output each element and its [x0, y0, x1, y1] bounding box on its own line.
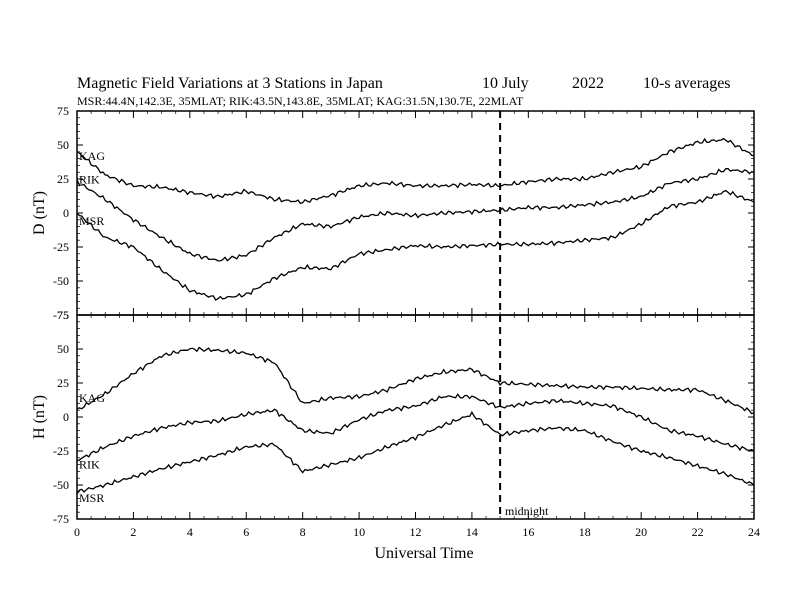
- y-tick-label: -75: [53, 308, 69, 322]
- x-axis-label: Universal Time: [374, 545, 473, 562]
- panel-d-ylabel: D (nT): [31, 191, 48, 235]
- y-tick-label: -50: [53, 274, 69, 288]
- series-label-d-kag: KAG: [79, 149, 105, 163]
- midnight-label: midnight: [505, 504, 549, 518]
- series-label-d-rik: RIK: [79, 173, 100, 187]
- x-tick-label: 22: [692, 525, 704, 539]
- y-tick-label: 75: [57, 104, 69, 118]
- y-tick-label: -75: [53, 512, 69, 526]
- y-tick-label: 25: [57, 376, 69, 390]
- chart-subtitle: MSR:44.4N,142.3E, 35MLAT; RIK:43.5N,143.…: [77, 94, 524, 108]
- x-tick-label: 8: [300, 525, 306, 539]
- series-label-h-rik: RIK: [79, 458, 100, 472]
- series-line-d-rik: [76, 168, 755, 262]
- panel-h-frame: [76, 314, 755, 520]
- y-tick-label: 0: [63, 410, 69, 424]
- x-tick-label: 4: [187, 525, 193, 539]
- y-tick-label: -50: [53, 478, 69, 492]
- series-line-h-kag: [76, 346, 755, 415]
- x-tick-label: 16: [522, 525, 534, 539]
- y-tick-label: 0: [63, 206, 69, 220]
- y-tick-label: -25: [53, 444, 69, 458]
- chart-marks: 75 50 25 0 -25 -50 -75 KAG RIK MSR 75 50 25 0 -25 -50 -7…: [53, 104, 760, 539]
- y-tick-label: 75: [57, 308, 69, 322]
- series-label-d-msr: MSR: [79, 214, 104, 228]
- x-tick-label: 10: [353, 525, 365, 539]
- panel-h-ylabel: H (nT): [31, 395, 48, 439]
- x-tick-label: 12: [410, 525, 422, 539]
- y-tick-label: 50: [57, 342, 69, 356]
- chart-year: 2022: [572, 75, 604, 92]
- x-tick-label: 2: [130, 525, 136, 539]
- x-tick-label: 14: [466, 525, 478, 539]
- series-line-d-kag: [76, 137, 755, 205]
- x-tick-label: 20: [635, 525, 647, 539]
- series-line-h-rik: [76, 393, 755, 462]
- y-tick-label: 25: [57, 172, 69, 186]
- chart-title: Magnetic Field Variations at 3 Stations …: [77, 75, 383, 92]
- x-tick-label: 24: [748, 525, 760, 539]
- series-label-h-kag: KAG: [79, 391, 105, 405]
- series-label-h-msr: MSR: [79, 491, 104, 505]
- y-tick-label: -25: [53, 240, 69, 254]
- x-tick-label: 18: [579, 525, 591, 539]
- series-line-h-msr: [76, 410, 755, 495]
- chart-date: 10 July: [482, 75, 529, 92]
- x-tick-label: 6: [243, 525, 249, 539]
- y-tick-label: 50: [57, 138, 69, 152]
- x-tick-label: 0: [74, 525, 80, 539]
- series-line-d-msr: [76, 189, 755, 301]
- chart-averaging: 10-s averages: [643, 75, 731, 92]
